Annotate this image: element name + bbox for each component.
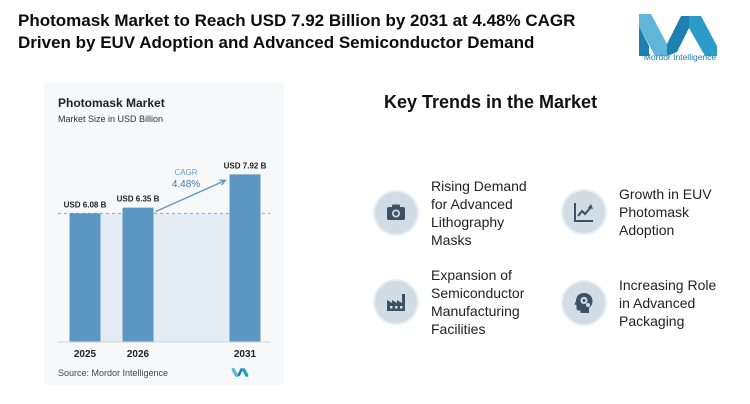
bar-chart: USD 6.08 B 2025 USD 6.35 B 2026 USD 7.92 B 20… bbox=[58, 161, 270, 360]
mordor-mini-logo bbox=[231, 367, 249, 377]
category-label: 2025 bbox=[74, 349, 97, 360]
trend-item-lithography: Rising Demand for Advanced Lithography M… bbox=[373, 177, 541, 249]
trend-label: Expansion of Semiconductor Manufacturing… bbox=[431, 267, 525, 337]
headline: Photomask Market to Reach USD 7.92 Billi… bbox=[18, 11, 576, 52]
bar-2025 bbox=[69, 213, 101, 342]
chart-title: Photomask Market bbox=[58, 96, 165, 110]
brand-name: Mordor Intelligence bbox=[643, 52, 717, 62]
data-label: USD 7.92 B bbox=[224, 161, 267, 170]
reference-band bbox=[100, 213, 230, 342]
factory-icon bbox=[373, 279, 419, 325]
cagr-label: CAGR bbox=[174, 168, 197, 177]
trend-item-manufacturing: Expansion of Semiconductor Manufacturing… bbox=[373, 266, 541, 338]
trend-label: Rising Demand for Advanced Lithography M… bbox=[431, 178, 527, 248]
bar-2031 bbox=[229, 174, 261, 342]
cagr-arrow-head bbox=[219, 179, 227, 186]
trend-label: Growth in EUV Photomask Adoption bbox=[619, 186, 712, 238]
head-gears-icon bbox=[561, 280, 607, 326]
data-label: USD 6.08 B bbox=[64, 200, 107, 209]
chart-source: Source: Mordor Intelligence bbox=[58, 368, 169, 378]
mordor-intelligence-logo bbox=[639, 14, 717, 56]
trend-item-packaging: Increasing Role in Advanced Packaging bbox=[561, 276, 729, 330]
cagr-value: 4.48% bbox=[172, 179, 200, 190]
trend-label: Increasing Role in Advanced Packaging bbox=[619, 277, 717, 329]
category-label: 2031 bbox=[234, 349, 257, 360]
data-label: USD 6.35 B bbox=[117, 195, 160, 204]
trend-item-euv: Growth in EUV Photomask Adoption bbox=[561, 185, 729, 239]
key-trends-title: Key Trends in the Market bbox=[384, 92, 598, 112]
growth-chart-icon bbox=[561, 189, 607, 235]
cagr-arrow bbox=[155, 179, 226, 213]
camera-icon bbox=[373, 190, 419, 236]
category-label: 2026 bbox=[127, 349, 150, 360]
chart-subtitle: Market Size in USD Billion bbox=[58, 114, 164, 124]
bar-2026 bbox=[122, 207, 154, 342]
